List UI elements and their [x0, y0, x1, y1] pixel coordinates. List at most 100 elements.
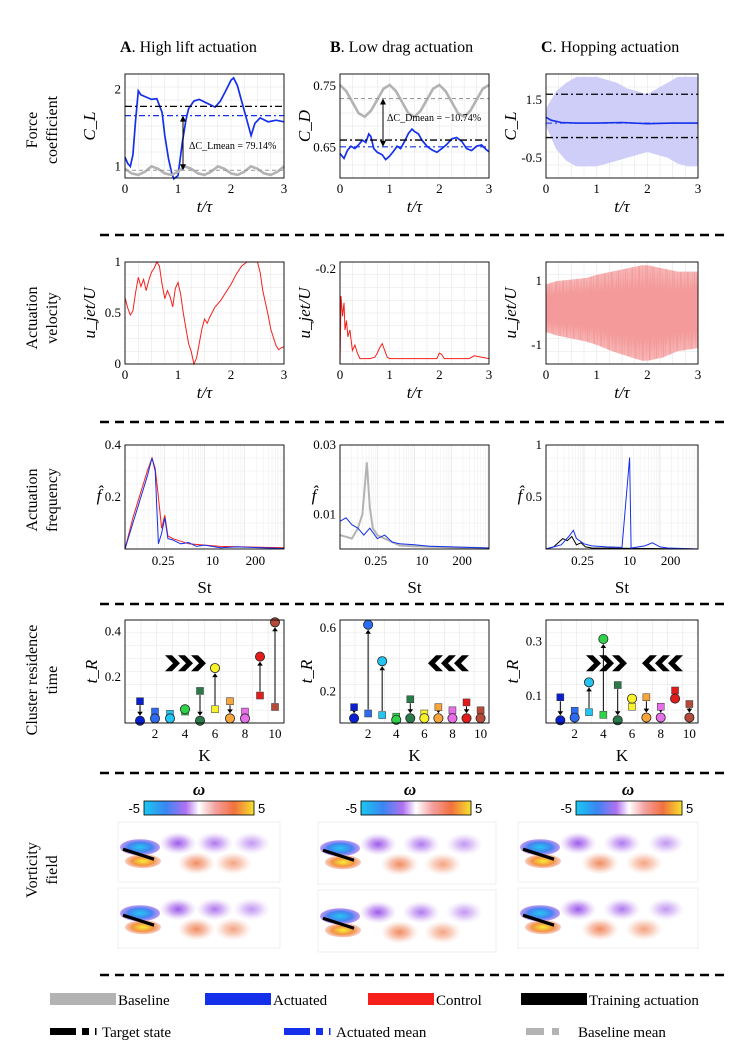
vortex-negative: [648, 898, 684, 921]
panel-velocity-C: 0 1 2 3 1 -1 u_jet/U t/τ: [501, 261, 701, 402]
chevron-right-icon: [586, 655, 601, 672]
tick-label: 1: [386, 181, 393, 196]
vortex-negative: [446, 901, 483, 924]
panel-velocity-A: 0 1 2 3 0 0.5 1 u_jet/U t/τ: [80, 254, 287, 402]
legend-label: Actuated: [273, 993, 328, 1009]
airfoil-plate: [122, 913, 155, 927]
tick-label: 0.4: [105, 623, 122, 638]
tick-label: 2: [571, 726, 578, 741]
airfoil-plate: [322, 916, 355, 930]
column-title-text: . High lift actuation: [132, 39, 257, 56]
control-spectrum: [124, 456, 285, 550]
actuated-circle: [134, 715, 145, 726]
tick-label: 0: [543, 181, 550, 196]
legend-label: Control: [436, 993, 482, 1009]
actuated-circle: [164, 713, 175, 724]
tick-label: 0.3: [526, 634, 542, 649]
y-axis-label: u_jet/U: [501, 286, 520, 339]
tick-label: 4: [182, 726, 189, 741]
actuated-circle: [684, 712, 695, 723]
colorbar-gradient: [360, 800, 472, 816]
actuated-circle: [655, 712, 666, 723]
baseline-square: [599, 711, 608, 719]
transition-arrowhead: [137, 711, 143, 716]
legend-item: Control: [368, 993, 482, 1009]
baseline-square: [462, 698, 471, 707]
x-axis-label: K: [408, 746, 421, 765]
airfoil-plate: [122, 847, 155, 861]
y-axis-label: f̂: [312, 485, 320, 505]
tick-label: 0.2: [105, 489, 121, 504]
chevron-right-icon: [165, 655, 180, 672]
actuated-spectrum: [339, 517, 490, 549]
actuated-circle: [584, 677, 595, 688]
vortex-positive: [582, 852, 618, 875]
tick-label: 8: [657, 726, 664, 741]
actuated-circle: [475, 713, 486, 724]
tick-label: 0.25: [364, 553, 387, 568]
legend-item: Baseline: [50, 993, 170, 1009]
vorticity-symbol: ω: [622, 780, 634, 799]
tick-label: 10: [269, 726, 282, 741]
chevron-left-icon: [668, 655, 683, 672]
tick-label: 200: [246, 553, 266, 568]
panel-freq-C: 0.25 10 200 0.5 1 f̂ St: [518, 437, 699, 597]
baseline-line: [124, 164, 285, 177]
chevron-left-icon: [642, 655, 657, 672]
airfoil-plate: [522, 847, 555, 861]
baseline-square: [476, 706, 485, 715]
vortex-negative: [604, 832, 640, 855]
vorticity-colorbar-a: ω -5 5: [128, 780, 265, 816]
vortex-negative: [446, 833, 483, 856]
y-axis-label: C_L: [501, 111, 520, 140]
axes-frame: [545, 444, 699, 550]
tick-label: 0.5: [526, 489, 542, 504]
tick-label: 0.2: [105, 669, 121, 684]
baseline-square: [642, 693, 651, 701]
panel-freq-A: 0.25 10 200 0.2 0.4 f̂ St: [97, 437, 285, 597]
transition-arrowhead: [463, 709, 470, 714]
actuated-circle: [377, 656, 388, 667]
vorticity-colorbar-c: ω -5 5: [560, 780, 693, 816]
vortex-negative: [604, 898, 640, 921]
vortex-negative: [233, 898, 270, 921]
actuated-circle: [461, 713, 472, 724]
column-letter: C: [541, 39, 553, 56]
vortex-positive: [215, 852, 252, 875]
delta-annotation: ΔC_Dmean = −10.74%: [387, 113, 481, 124]
panel-velocity-B: 0 1 2 3 -0.2u_jet/U t/τ: [295, 261, 492, 402]
x-axis-label: K: [616, 746, 629, 765]
vortex-positive: [424, 853, 461, 876]
transition-arrowhead: [407, 709, 414, 714]
airfoil-plate: [322, 848, 355, 862]
vortex-positive: [582, 918, 618, 941]
vorticity-field-b1: [317, 821, 497, 885]
panel-cluster-C: 2 4 6 8 10 0.1 0.3 t_R K: [503, 619, 699, 765]
x-axis-label: t/τ: [197, 197, 213, 216]
baseline-square: [656, 702, 665, 711]
tick-label: 1.5: [526, 92, 542, 107]
x-axis-label: St: [197, 578, 211, 597]
transition-arrowhead: [257, 661, 263, 666]
vortex-negative: [403, 901, 440, 924]
tick-label: 6: [212, 726, 219, 741]
legend-swatch: [329, 1028, 331, 1035]
tick-label: 2: [365, 726, 372, 741]
tick-label: 1: [386, 367, 393, 382]
chevron-left-icon: [454, 655, 469, 672]
row-label-line: Force: [24, 112, 41, 148]
vortex-positive: [178, 852, 215, 875]
row-label-line: field: [44, 855, 61, 884]
baseline-square: [671, 686, 679, 695]
control-signal: [545, 265, 699, 361]
shear-layer-negative: [320, 840, 360, 857]
baseline-square: [364, 709, 372, 718]
legend-item: Actuated mean: [284, 1025, 427, 1041]
column-title-a: A. High lift actuation: [120, 39, 257, 56]
axes-frame: [545, 261, 699, 365]
colorbar-max: 5: [475, 801, 482, 816]
vortex-positive: [381, 921, 418, 944]
actuated-circle: [641, 712, 652, 723]
chevron-left-icon: [428, 655, 443, 672]
